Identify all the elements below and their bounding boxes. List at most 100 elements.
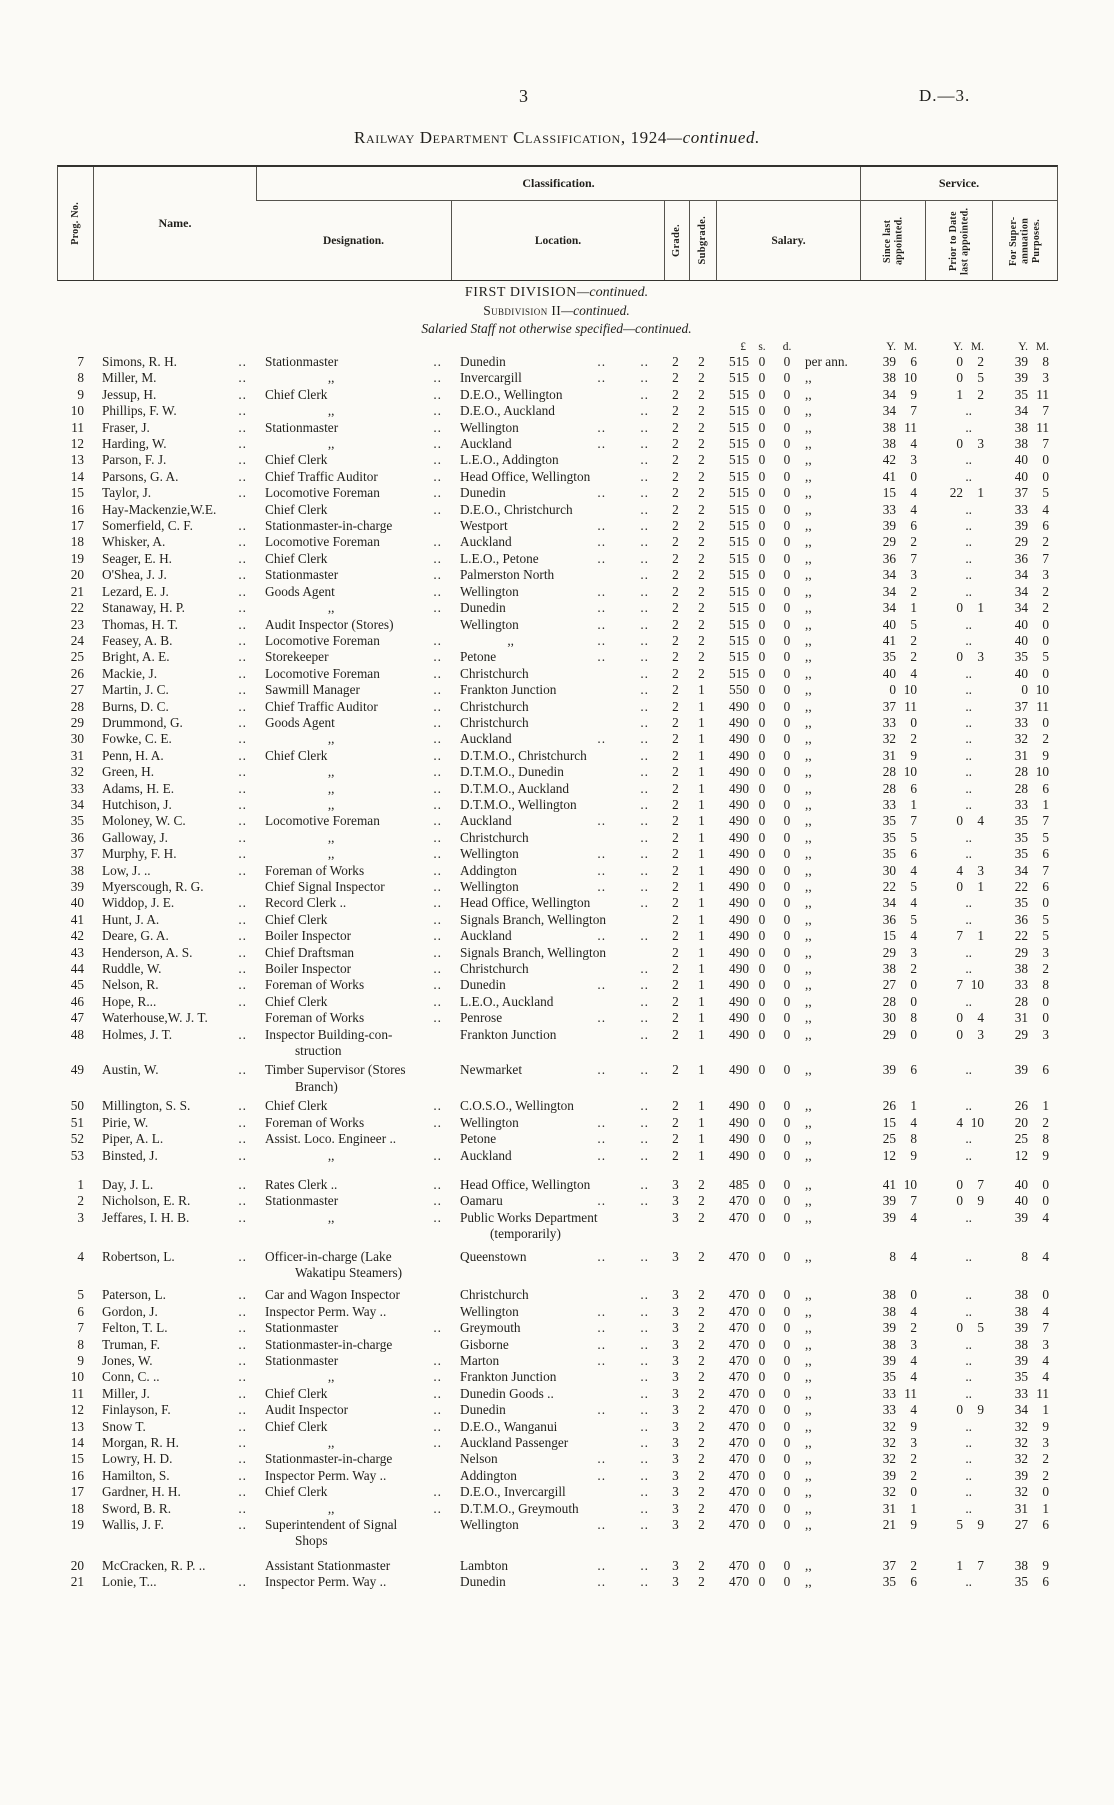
- grade-cell: 2: [672, 1098, 679, 1114]
- subgrade-cell: 2: [698, 1336, 705, 1352]
- service-since-last: 29 3: [882, 944, 917, 960]
- dot-leader: ..: [238, 567, 247, 583]
- dot-leader: .. ..: [597, 1402, 649, 1418]
- name-cell: Stanaway, H. P...: [92, 600, 255, 616]
- dot-leader: ..: [640, 665, 649, 681]
- location-cell: Frankton Junction..: [450, 1027, 663, 1060]
- table-row: 27 Martin, J. C... Sawmill Manager.. Fra…: [57, 682, 1056, 698]
- service-since-last: 30 4: [882, 862, 917, 878]
- location-cell: Dunedin.. ..: [450, 1402, 663, 1418]
- service-prior: ..: [965, 1435, 972, 1450]
- dot-leader: ..: [238, 1131, 247, 1147]
- dot-leader: .. ..: [597, 1131, 649, 1147]
- service-prior: ..: [965, 1098, 972, 1114]
- page-title-continued: —continued.: [666, 128, 760, 147]
- prog-no: 14: [70, 1435, 84, 1450]
- prog-no: 42: [70, 928, 84, 944]
- subgrade-cell: 2: [698, 1385, 705, 1401]
- dot-leader: ..: [238, 829, 247, 845]
- name-cell: Jessup, H...: [92, 387, 255, 403]
- prog-no: 35: [70, 813, 84, 829]
- subgrade-cell: 1: [698, 961, 705, 977]
- table-row: 49 Austin, W... Timber Supervisor (Store…: [57, 1062, 1056, 1095]
- name-cell: Penn, H. A...: [92, 748, 255, 764]
- designation-cell: Inspector Building-con-struction: [265, 1026, 393, 1059]
- service-superannuation: 39 6: [1014, 1062, 1049, 1078]
- service-prior: ..: [965, 550, 972, 566]
- name-cell: Pirie, W...: [92, 1115, 255, 1131]
- dot-leader: .. ..: [597, 1010, 649, 1026]
- service-since-last: 38 3: [882, 1336, 917, 1352]
- location-cell: D.E.O., Christchurch..: [450, 502, 663, 518]
- dot-leader: ..: [238, 1418, 247, 1434]
- location-cell: L.E.O., Auckland..: [450, 994, 663, 1010]
- service-superannuation: 33 11: [1014, 1385, 1049, 1401]
- service-prior: ..: [965, 583, 972, 599]
- service-since-last: 40 4: [882, 665, 917, 681]
- dot-leader: ..: [238, 714, 247, 730]
- dot-leader: ..: [238, 698, 247, 714]
- name-cell: Moloney, W. C...: [92, 813, 255, 829]
- section-heading-division: FIRST DIVISION—continued.: [464, 285, 649, 300]
- subgrade-cell: 2: [698, 1435, 705, 1450]
- dot-leader: ..: [640, 698, 649, 714]
- salary-cell: 470 0 0,,: [729, 1435, 812, 1450]
- designation-cell: Audit Inspector (Stores): [265, 616, 394, 632]
- dot-leader: ..: [238, 993, 247, 1009]
- salary-cell: 490 0 0,,: [729, 895, 812, 911]
- dot-leader: ..: [238, 1303, 247, 1319]
- service-superannuation: 28 10: [1014, 764, 1049, 780]
- dot-leader: ..: [238, 1287, 247, 1303]
- service-since-last: 28 10: [882, 764, 917, 780]
- subgrade-cell: 2: [698, 1209, 705, 1225]
- table-row: 50 Millington, S. S... Chief Clerk.. C.O…: [57, 1098, 1056, 1114]
- service-superannuation: 40 0: [1014, 632, 1049, 648]
- subgrade-cell: 1: [698, 747, 705, 763]
- grade-cell: 3: [672, 1484, 679, 1500]
- prog-no: 20: [70, 567, 84, 583]
- grade-cell: 2: [672, 534, 679, 550]
- name-cell: Felton, T. L...: [92, 1320, 255, 1336]
- dot-leader: .. ..: [597, 1062, 649, 1078]
- salary-cell: 470 0 0,,: [729, 1385, 812, 1401]
- salary-cell: 470 0 0,,: [729, 1287, 812, 1303]
- prog-no: 18: [70, 1500, 84, 1516]
- subgrade-cell: 2: [698, 419, 705, 435]
- dot-leader: ..: [238, 1098, 247, 1114]
- service-superannuation: 34 3: [1014, 567, 1049, 583]
- service-since-last: 21 9: [882, 1517, 917, 1533]
- service-prior: ..: [965, 665, 972, 681]
- designation-cell: Locomotive Foreman..: [255, 633, 450, 649]
- prog-no: 21: [70, 1574, 84, 1590]
- designation-cell: Chief Signal Inspector..: [255, 879, 450, 895]
- dot-leader: ..: [640, 403, 649, 419]
- subgrade-cell: 1: [698, 911, 705, 927]
- service-since-last: 35 2: [882, 649, 917, 665]
- dot-leader: ..: [238, 1385, 247, 1401]
- col-header-designation: Designation.: [322, 234, 385, 247]
- name-cell: Somerfield, C. F...: [92, 518, 255, 534]
- table-row: 24 Feasey, A. B... Locomotive Foreman.. …: [57, 633, 1056, 649]
- salary-cell: 515 0 0,,: [729, 370, 812, 386]
- grade-cell: 2: [672, 829, 679, 845]
- dot-leader: ..: [433, 682, 442, 698]
- prog-no: 36: [70, 829, 84, 845]
- salary-cell: 515 0 0,,: [729, 403, 812, 419]
- service-since-last: 34 7: [882, 403, 917, 419]
- name-cell: Jeffares, I. H. B...: [92, 1210, 255, 1243]
- salary-cell: 515 0 0,,: [729, 649, 812, 665]
- location-cell: Dunedin.. ..: [450, 1574, 663, 1590]
- dot-leader: .. ..: [597, 550, 649, 566]
- service-prior: ..: [965, 1418, 972, 1434]
- service-since-last: 33 11: [882, 1385, 917, 1401]
- grade-cell: 2: [672, 862, 679, 878]
- name-cell: Deare, G. A...: [92, 928, 255, 944]
- dot-leader: ..: [433, 419, 442, 435]
- service-since-last: 28 6: [882, 780, 917, 796]
- salary-cell: 515 0 0,,: [729, 485, 812, 501]
- dot-leader: ..: [640, 714, 649, 730]
- service-superannuation: 36 7: [1014, 550, 1049, 566]
- section-heading-staff: Salaried Staff not otherwise specified—c…: [421, 321, 692, 336]
